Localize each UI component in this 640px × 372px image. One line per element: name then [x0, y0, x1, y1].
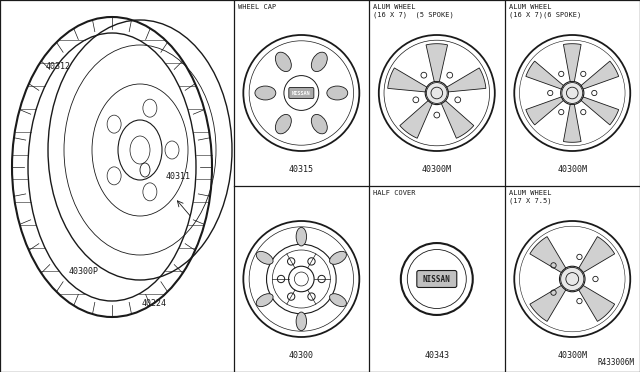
Polygon shape	[526, 61, 563, 89]
Text: 40311: 40311	[165, 172, 191, 181]
Circle shape	[562, 83, 582, 103]
Ellipse shape	[256, 251, 273, 264]
Ellipse shape	[327, 86, 348, 100]
Polygon shape	[530, 237, 566, 273]
Polygon shape	[563, 44, 581, 81]
Ellipse shape	[296, 227, 307, 246]
Polygon shape	[579, 285, 614, 321]
Ellipse shape	[275, 52, 291, 71]
Ellipse shape	[330, 251, 346, 264]
Ellipse shape	[255, 86, 276, 100]
Ellipse shape	[275, 115, 291, 134]
Polygon shape	[447, 68, 486, 92]
Circle shape	[561, 267, 584, 291]
Text: 40312: 40312	[45, 62, 70, 71]
Polygon shape	[442, 101, 474, 138]
Polygon shape	[579, 237, 614, 273]
Text: 40300M: 40300M	[557, 351, 588, 360]
Polygon shape	[388, 68, 427, 92]
Text: 40300: 40300	[289, 351, 314, 360]
Text: 40300M: 40300M	[557, 165, 588, 174]
FancyBboxPatch shape	[417, 270, 457, 288]
Ellipse shape	[311, 115, 327, 134]
Polygon shape	[581, 61, 619, 89]
Circle shape	[426, 83, 447, 103]
Polygon shape	[530, 285, 566, 321]
Text: ALUM WHEEL
(16 X 7)  (5 SPOKE): ALUM WHEEL (16 X 7) (5 SPOKE)	[373, 4, 454, 17]
Text: ALUM WHEEL
(16 X 7)(6 SPOKE): ALUM WHEEL (16 X 7)(6 SPOKE)	[509, 4, 580, 17]
Text: NISSAN: NISSAN	[423, 275, 451, 283]
Text: 40343: 40343	[424, 351, 449, 360]
FancyBboxPatch shape	[289, 87, 314, 99]
Ellipse shape	[330, 294, 346, 307]
Polygon shape	[426, 44, 447, 82]
Text: R433006M: R433006M	[598, 358, 635, 367]
Polygon shape	[400, 101, 432, 138]
Polygon shape	[526, 97, 563, 125]
Text: ALUM WHEEL
(17 X 7.5): ALUM WHEEL (17 X 7.5)	[509, 190, 551, 203]
Text: 40300M: 40300M	[422, 165, 452, 174]
Ellipse shape	[311, 52, 327, 71]
Polygon shape	[563, 105, 581, 142]
Text: 40224: 40224	[141, 299, 166, 308]
Text: 40300P: 40300P	[68, 267, 98, 276]
Text: NISSAN: NISSAN	[292, 90, 310, 96]
Polygon shape	[581, 97, 619, 125]
Text: 40315: 40315	[289, 165, 314, 174]
Ellipse shape	[256, 294, 273, 307]
Ellipse shape	[296, 312, 307, 331]
Text: HALF COVER: HALF COVER	[373, 190, 415, 196]
Text: WHEEL CAP: WHEEL CAP	[237, 4, 276, 10]
